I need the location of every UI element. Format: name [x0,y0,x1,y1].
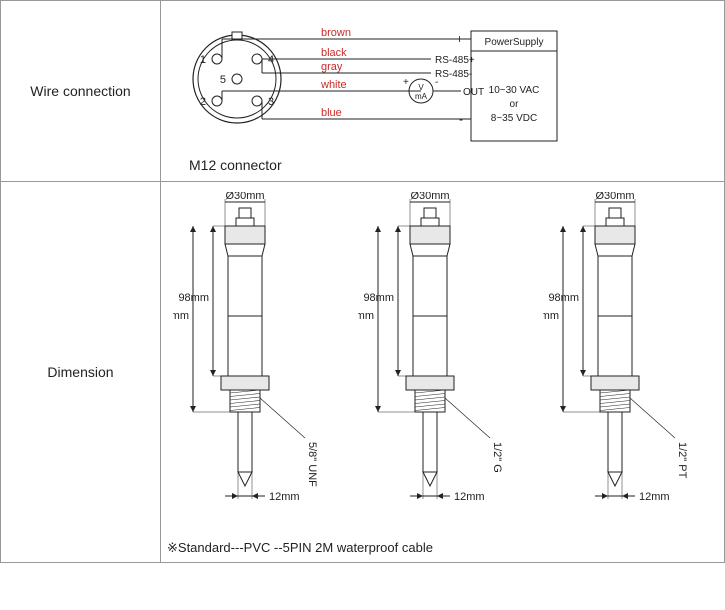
sensor-drawing-3: Ø30mm 98mm 136mm 1/2" PT 12mm [543,192,713,532]
svg-text:12mm: 12mm [454,491,485,503]
svg-text:+: + [403,77,409,88]
svg-text:2: 2 [200,96,206,108]
svg-text:OUT: OUT [463,87,484,98]
svg-text:8~35 VDC: 8~35 VDC [491,113,537,124]
svg-text:12mm: 12mm [269,491,300,503]
svg-text:RS-485-: RS-485- [435,69,472,80]
svg-text:brown: brown [321,27,351,39]
svg-text:RS-485+: RS-485+ [435,55,475,66]
svg-text:or: or [510,99,520,110]
svg-text:white: white [320,79,347,91]
svg-text:mA: mA [415,92,428,101]
svg-text:98mm: 98mm [548,292,579,304]
wire-connection-text: Wire connection [30,83,130,99]
dimension-drawings: Ø30mm 98mm 136mm 5/8" UNF 12mm Ø30mm 98mm 136m… [161,182,724,536]
svg-text:PowerSupply: PowerSupply [485,37,544,48]
svg-text:136mm: 136mm [173,310,189,322]
connector-caption: M12 connector [189,157,724,173]
connector-diagram: 1 4 5 2 3 PowerSupply 10~30 VAC or 8~35 VDC brown… [161,1,724,155]
svg-text:blue: blue [321,107,342,119]
svg-text:1: 1 [200,54,206,66]
sensor-drawing-1: Ø30mm 98mm 136mm 5/8" UNF 12mm [173,192,343,532]
svg-text:Ø30mm: Ø30mm [225,192,264,202]
svg-text:98mm: 98mm [178,292,209,304]
svg-text:Ø30mm: Ø30mm [410,192,449,202]
svg-text:5/8" UNF: 5/8" UNF [306,442,318,487]
svg-text:1/2" PT: 1/2" PT [676,442,688,479]
svg-text:98mm: 98mm [363,292,394,304]
svg-text:4: 4 [268,54,274,66]
sensor-drawing-2: Ø30mm 98mm 136mm 1/2" G 12mm [358,192,528,532]
dimension-cell: Ø30mm 98mm 136mm 5/8" UNF 12mm Ø30mm 98mm 136m… [161,182,725,563]
spec-table: Wire connection 1 4 5 2 3 PowerSupply 10~30 VA… [0,0,725,563]
wire-connection-cell: 1 4 5 2 3 PowerSupply 10~30 VAC or 8~35 VDC brown… [161,1,725,182]
svg-text:-: - [435,77,438,88]
svg-text:black: black [321,47,347,59]
svg-text:136mm: 136mm [543,310,559,322]
svg-text:1/2" G: 1/2" G [491,442,503,473]
svg-text:12mm: 12mm [639,491,670,503]
dimension-label: Dimension [1,182,161,563]
svg-text:10~30 VAC: 10~30 VAC [489,85,540,96]
svg-text:136mm: 136mm [358,310,374,322]
svg-text:+: + [456,32,463,46]
footnote: ※Standard---PVC --5PIN 2M waterproof cab… [161,536,724,562]
svg-text:5: 5 [220,74,226,86]
dimension-text: Dimension [47,364,113,380]
wire-connection-label: Wire connection [1,1,161,182]
svg-text:Ø30mm: Ø30mm [595,192,634,202]
svg-text:V: V [418,83,424,92]
m12-connector-svg: 1 4 5 2 3 PowerSupply 10~30 VAC or 8~35 VDC brown… [171,11,591,151]
svg-text:-: - [459,112,463,126]
svg-text:3: 3 [268,96,274,108]
svg-text:gray: gray [321,61,343,73]
